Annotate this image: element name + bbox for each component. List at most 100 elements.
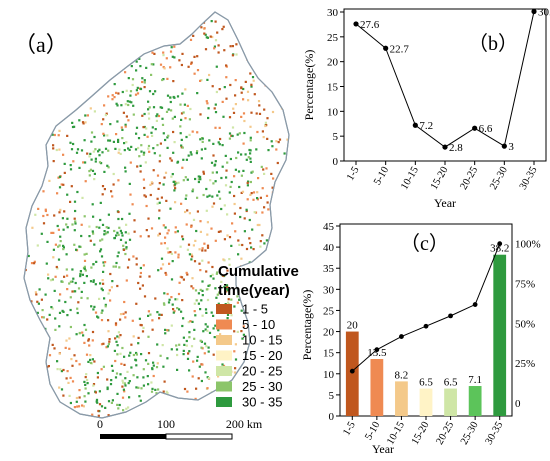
map-pixel [56, 224, 59, 228]
map-pixel [128, 380, 131, 383]
map-pixel [49, 15, 52, 18]
map-pixel [215, 272, 218, 275]
map-pixel [271, 110, 275, 114]
map-pixel [92, 49, 95, 52]
data-point [472, 125, 478, 131]
map-pixel [238, 243, 241, 246]
map-pixel [117, 251, 120, 254]
map-pixel [205, 345, 208, 348]
map-pixel [104, 303, 107, 306]
map-pixel [141, 77, 144, 80]
map-pixel [157, 414, 160, 417]
map-pixel [250, 83, 253, 86]
map-pixel [156, 113, 159, 116]
map-pixel [98, 161, 102, 164]
map-pixel [159, 63, 163, 66]
map-pixel [72, 415, 75, 418]
map-pixel [129, 94, 132, 97]
map-pixel [136, 376, 139, 379]
map-pixel [286, 59, 289, 62]
map-pixel [250, 171, 253, 174]
map-pixel [263, 65, 266, 68]
map-pixel [81, 62, 84, 65]
map-pixel [139, 275, 142, 278]
map-pixel [156, 174, 160, 177]
map-pixel [107, 139, 110, 142]
map-pixel [249, 180, 252, 184]
map-pixel [192, 360, 195, 363]
map-pixel [178, 24, 181, 27]
x-tick-label: 10-15 [385, 420, 407, 447]
map-pixel [161, 78, 164, 82]
map-pixel [155, 392, 158, 395]
map-pixel [49, 67, 53, 70]
map-pixel [166, 77, 169, 80]
map-pixel [143, 112, 146, 116]
map-pixel [69, 401, 72, 405]
map-pixel [148, 106, 151, 109]
map-pixel [287, 66, 289, 69]
map-pixel [143, 151, 146, 154]
map-pixel [138, 317, 141, 320]
map-pixel [30, 300, 33, 303]
map-pixel [162, 302, 166, 305]
map-pixel [282, 29, 285, 32]
map-pixel [160, 313, 163, 316]
map-pixel [158, 317, 161, 320]
map-pixel [57, 176, 60, 179]
map-pixel [31, 417, 34, 418]
map-pixel [139, 65, 142, 68]
map-pixel [82, 161, 85, 164]
map-pixel [214, 126, 217, 129]
map-pixel [81, 273, 84, 276]
map-pixel [24, 166, 27, 169]
legend-swatch [216, 335, 232, 345]
y-axis-label: Percentage(%) [300, 290, 314, 361]
map-pixel [221, 100, 224, 103]
map-pixel [74, 290, 77, 293]
map-pixel [162, 402, 166, 405]
map-pixel [103, 188, 106, 191]
map-pixel [33, 372, 37, 375]
map-pixel [65, 268, 68, 271]
map-pixel [283, 28, 286, 31]
map-pixel [114, 337, 117, 340]
map-pixel [265, 417, 268, 418]
map-pixel [30, 326, 33, 329]
map-pixel [109, 383, 113, 386]
map-pixel [288, 388, 289, 391]
map-pixel [143, 194, 146, 197]
map-pixel [73, 229, 76, 232]
map-pixel [128, 100, 131, 103]
map-pixel [26, 386, 29, 389]
map-pixel [242, 169, 245, 172]
legend-swatch [216, 381, 232, 392]
map-pixel [220, 176, 223, 180]
map-pixel [68, 394, 71, 397]
map-pixel [40, 115, 43, 118]
map-pixel [127, 119, 130, 122]
map-pixel [217, 375, 220, 378]
map-pixel [62, 408, 65, 411]
map-pixel [204, 328, 207, 331]
map-pixel [230, 298, 233, 301]
map-pixel [240, 115, 243, 118]
map-pixel [180, 144, 183, 147]
map-pixel [176, 368, 179, 371]
map-pixel [106, 378, 109, 381]
map-pixel [68, 337, 71, 340]
map-pixel [266, 137, 269, 140]
map-pixel [130, 366, 133, 369]
map-pixel [81, 196, 84, 199]
map-pixel [102, 48, 106, 51]
map-pixel [53, 289, 56, 292]
map-pixel [125, 89, 128, 92]
map-pixel [64, 300, 67, 304]
map-pixel [168, 262, 171, 265]
map-pixel [214, 287, 217, 290]
map-pixel [292, 380, 294, 382]
legend-item-label: 10 - 15 [242, 333, 282, 348]
map-pixel [125, 279, 128, 282]
legend-item-label: 1 - 5 [242, 302, 268, 317]
